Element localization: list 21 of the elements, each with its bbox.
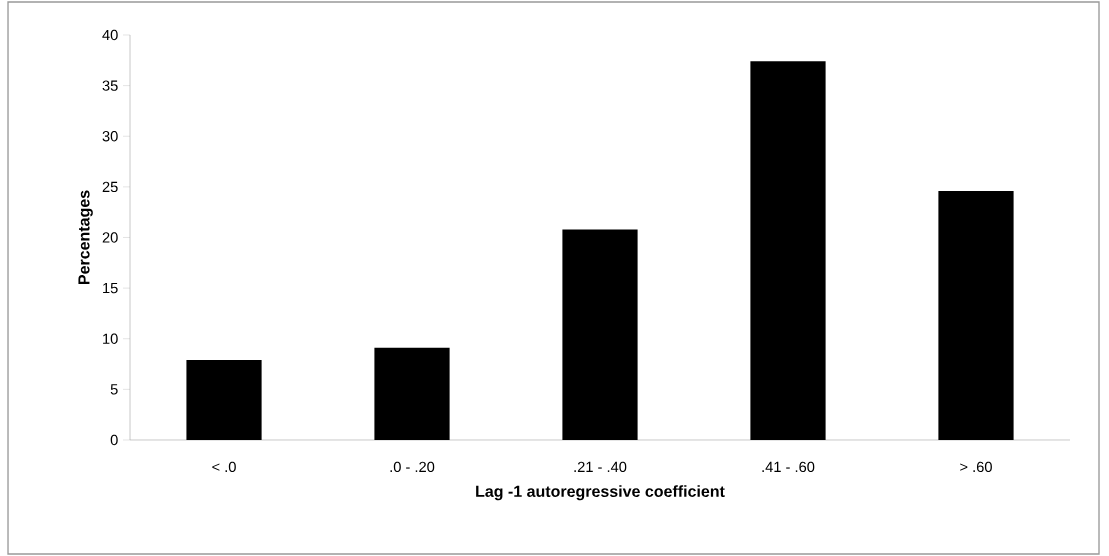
y-tick-label: 35 (102, 80, 118, 91)
y-tick-label: 15 (103, 283, 118, 294)
y-tick-label: 30 (102, 131, 118, 142)
y-tick-label: 10 (103, 333, 118, 344)
x-tick-label: > .60 (960, 461, 992, 473)
y-tick-label: 5 (110, 384, 118, 395)
x-axis-title: Lag -1 autoregressive coefficient (476, 485, 725, 501)
y-tick-label: 20 (102, 232, 118, 243)
bar (374, 347, 450, 440)
y-tick-label: 0 (110, 434, 118, 446)
bar (562, 229, 638, 440)
bar (750, 61, 826, 440)
y-axis-title: Percentages (78, 190, 93, 285)
x-tick-label: < .0 (212, 461, 236, 473)
x-tick-label: .0 - .20 (390, 461, 435, 473)
y-tick-label: 25 (102, 181, 118, 193)
x-tick-label: .21 - .40 (574, 461, 627, 473)
x-tick-label: .41 - .60 (762, 461, 815, 473)
y-tick-label: 40 (102, 29, 118, 41)
bar (938, 190, 1014, 440)
bar (186, 360, 262, 440)
